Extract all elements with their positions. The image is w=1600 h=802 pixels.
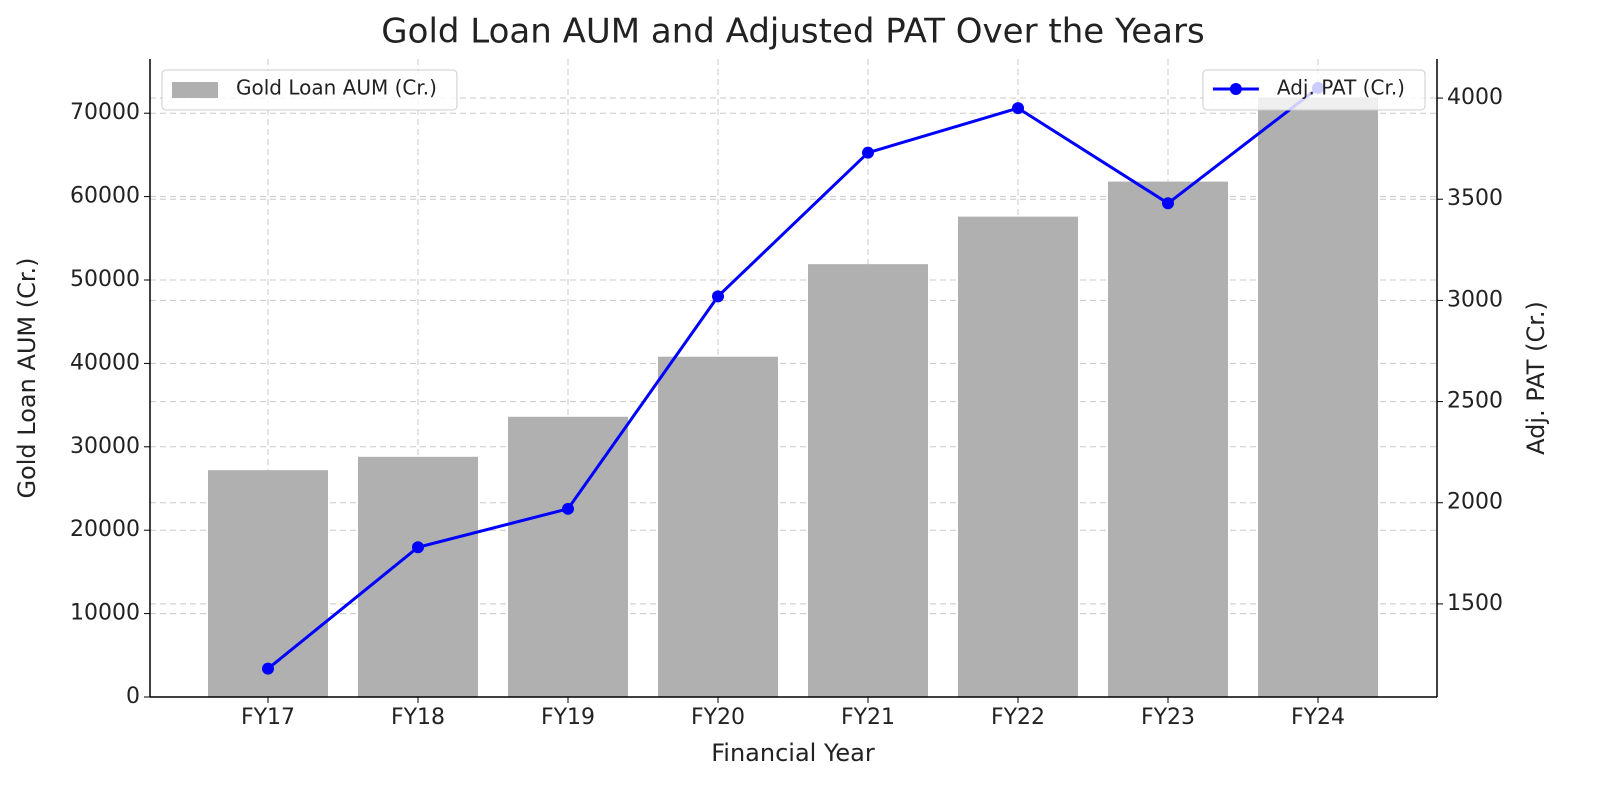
legend-box bbox=[161, 69, 458, 111]
y2-tick-label: 3000 bbox=[1447, 287, 1503, 312]
x-axis-label: Financial Year bbox=[711, 739, 875, 767]
line bbox=[267, 86, 1319, 670]
marks bbox=[208, 81, 1378, 698]
point bbox=[1162, 197, 1174, 210]
bar bbox=[958, 216, 1078, 697]
point bbox=[412, 541, 424, 554]
y2-tick-label: 2500 bbox=[1447, 389, 1503, 414]
y2-tick-label: 2000 bbox=[1447, 490, 1503, 515]
bar bbox=[1108, 181, 1228, 698]
legend-swatch bbox=[172, 82, 218, 98]
axes: FY17 FY18 FY19 FY20 FY21 FY22 FY23 FY24 0 10000 20… bbox=[70, 59, 1503, 730]
legend-label: Adj. PAT (Cr.) bbox=[1277, 76, 1405, 100]
y-tick-label: 20000 bbox=[70, 517, 140, 542]
y2-tick-label: 4000 bbox=[1447, 85, 1503, 110]
y-tick-label: 10000 bbox=[70, 601, 140, 626]
point bbox=[262, 662, 274, 675]
x-tick-label: FY19 bbox=[541, 705, 595, 730]
legend-box bbox=[1202, 69, 1426, 111]
x-tick-label: FY18 bbox=[391, 705, 445, 730]
legend-swatch bbox=[1229, 83, 1242, 95]
y-tick-label: 60000 bbox=[70, 184, 140, 209]
y2-tick-label: 3500 bbox=[1447, 186, 1503, 211]
y2-tick-label: 1500 bbox=[1447, 591, 1503, 616]
point bbox=[712, 290, 724, 303]
x-tick-label: FY24 bbox=[1291, 705, 1345, 730]
bar bbox=[208, 470, 328, 697]
y-tick-label: 70000 bbox=[70, 100, 140, 125]
chart-title: Gold Loan AUM and Adjusted PAT Over the … bbox=[381, 12, 1204, 52]
bar bbox=[358, 456, 478, 697]
y-tick-label: 0 bbox=[126, 684, 140, 709]
bar bbox=[808, 264, 928, 697]
point bbox=[862, 146, 874, 159]
x-tick-label: FY22 bbox=[991, 705, 1045, 730]
grid bbox=[150, 59, 1437, 698]
legend: Gold Loan AUM (Cr.) bbox=[161, 69, 458, 111]
x-tick-label: FY23 bbox=[1141, 705, 1195, 730]
point bbox=[562, 502, 574, 515]
x-tick-label: FY21 bbox=[841, 705, 895, 730]
y-tick-label: 50000 bbox=[70, 267, 140, 292]
y-axis-label: Gold Loan AUM (Cr.) bbox=[13, 257, 41, 498]
legend: Adj. PAT (Cr.) bbox=[1202, 69, 1426, 111]
bar bbox=[658, 356, 778, 697]
y-tick-label: 30000 bbox=[70, 434, 140, 459]
y-tick-label: 40000 bbox=[70, 350, 140, 375]
point bbox=[1012, 102, 1024, 115]
bar bbox=[508, 416, 628, 697]
x-tick-label: FY20 bbox=[691, 705, 745, 730]
x-tick-label: FY17 bbox=[241, 705, 295, 730]
bar bbox=[1258, 97, 1378, 697]
legend-label: Gold Loan AUM (Cr.) bbox=[236, 76, 437, 100]
y2-axis-label: Adj. PAT (Cr.) bbox=[1522, 301, 1550, 455]
